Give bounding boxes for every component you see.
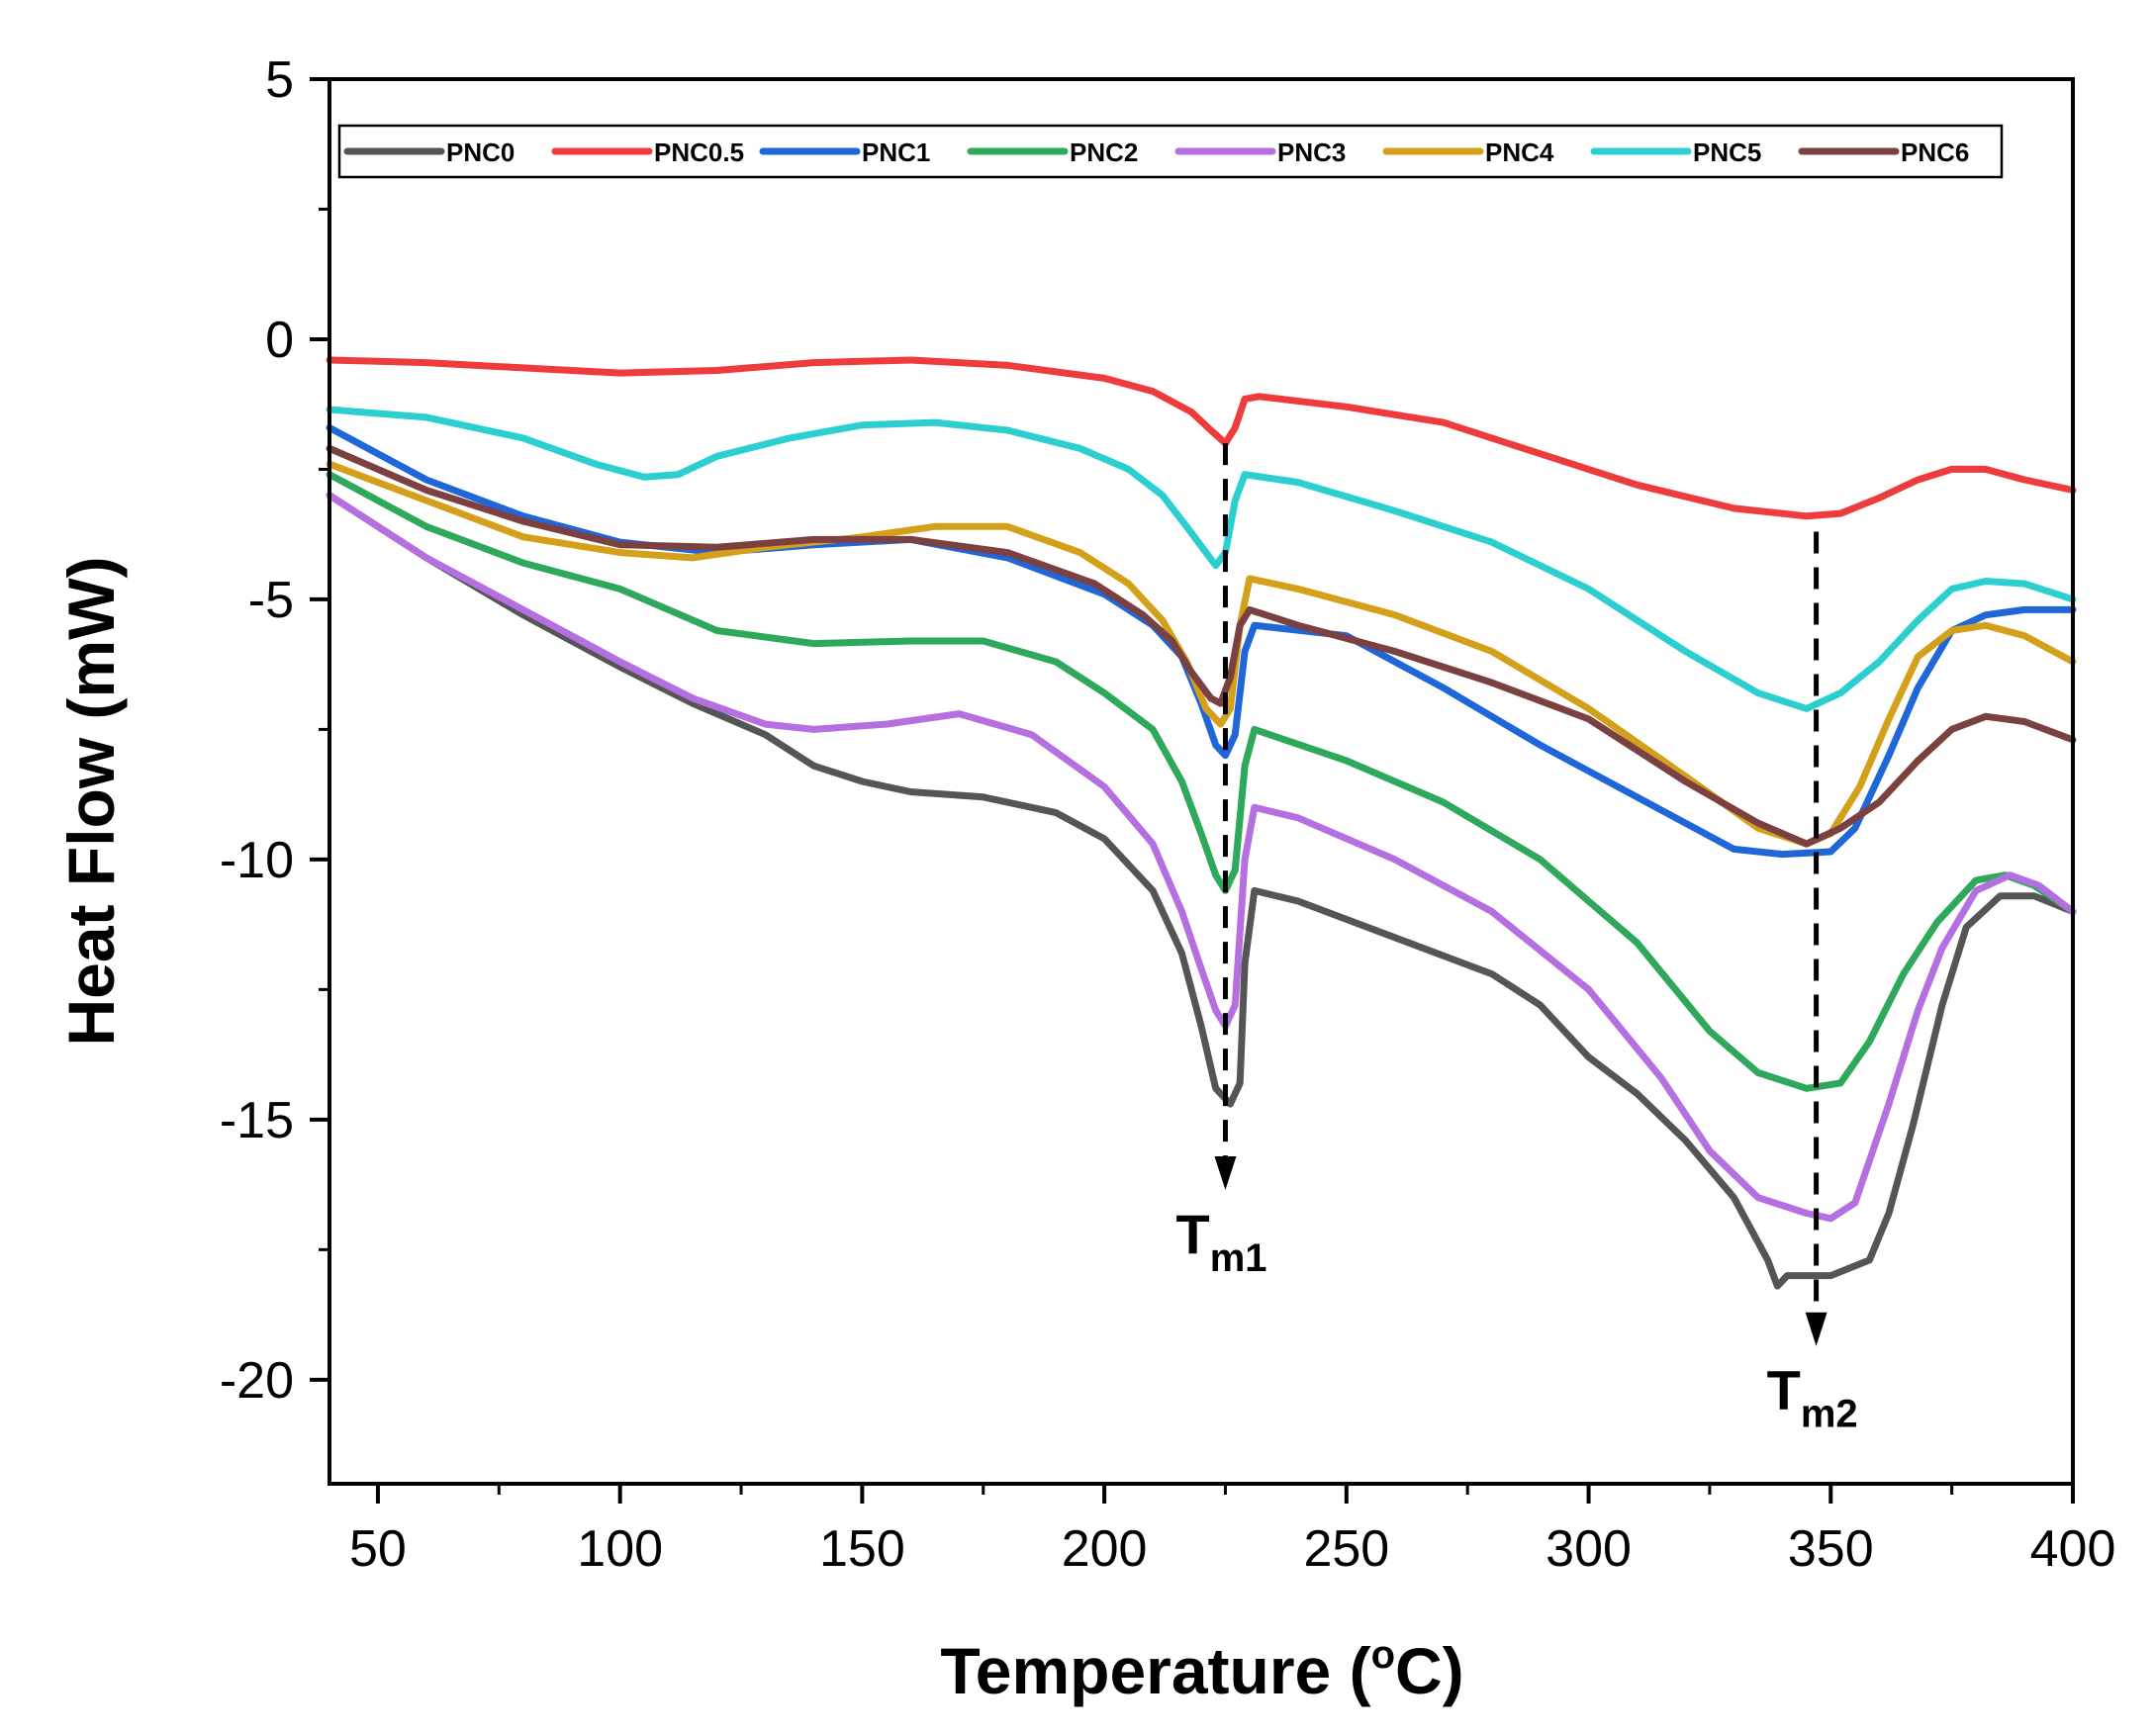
series-line-pnc1 [326, 423, 2077, 859]
legend: PNC0 PNC0.5 PNC1 PNC2 PNC3 PNC4 PNC5 PNC6 [337, 124, 2004, 179]
tm-label: Tm1 [1175, 1203, 1266, 1280]
y-tick-label: -5 [248, 572, 294, 629]
legend-label: PNC5 [1693, 137, 1761, 167]
legend-label: PNC6 [1901, 137, 1969, 167]
series-line-pnc2 [326, 471, 2077, 1092]
plot-frame [328, 77, 2075, 1486]
legend-label: PNC0.5 [654, 137, 744, 167]
tm-label: Tm2 [1767, 1359, 1858, 1436]
series-line-pnc3 [326, 492, 2077, 1223]
series-line-pnc0-5 [326, 356, 2077, 520]
legend-label: PNC2 [1070, 137, 1138, 167]
y-tick-label: -15 [220, 1092, 294, 1149]
y-tick-label: -10 [220, 832, 294, 889]
x-tick-label: 50 [349, 1520, 407, 1578]
legend-label: PNC4 [1485, 137, 1554, 167]
tm-subscript: m1 [1210, 1236, 1267, 1280]
x-axis-title-unit: C) [1395, 1634, 1464, 1707]
x-axis-title-degree: o [1371, 1633, 1395, 1677]
y-axis-title: Heat Flow (mW) [54, 557, 128, 1047]
x-axis-title: Temperature (oC) [940, 1633, 1463, 1707]
x-tick-label: 300 [1546, 1520, 1632, 1578]
x-tick-label: 400 [2030, 1520, 2116, 1578]
legend-label: PNC1 [862, 137, 930, 167]
x-axis-title-main: Temperature ( [940, 1634, 1370, 1707]
tm-arrowhead [1214, 1155, 1237, 1190]
x-tick-label: 150 [819, 1520, 905, 1578]
series-group [326, 356, 2077, 1290]
tm-subscript: m2 [1801, 1393, 1858, 1436]
y-tick-label: 0 [265, 312, 294, 369]
x-tick-label: 350 [1788, 1520, 1874, 1578]
annotation-group: Tm1 Tm2 [1175, 443, 1858, 1436]
tm-arrowhead [1805, 1312, 1827, 1346]
x-tick-label: 200 [1062, 1520, 1148, 1578]
series-line-pnc5 [326, 406, 2077, 712]
legend-label: PNC0 [446, 137, 515, 167]
x-tick-label: 250 [1303, 1520, 1389, 1578]
series-line-pnc0 [326, 492, 2077, 1290]
x-tick-label: 100 [577, 1520, 663, 1578]
legend-label: PNC3 [1277, 137, 1346, 167]
y-tick-label: 5 [265, 51, 294, 109]
y-tick-label: -20 [220, 1352, 294, 1410]
series-line-pnc6 [326, 444, 2077, 848]
